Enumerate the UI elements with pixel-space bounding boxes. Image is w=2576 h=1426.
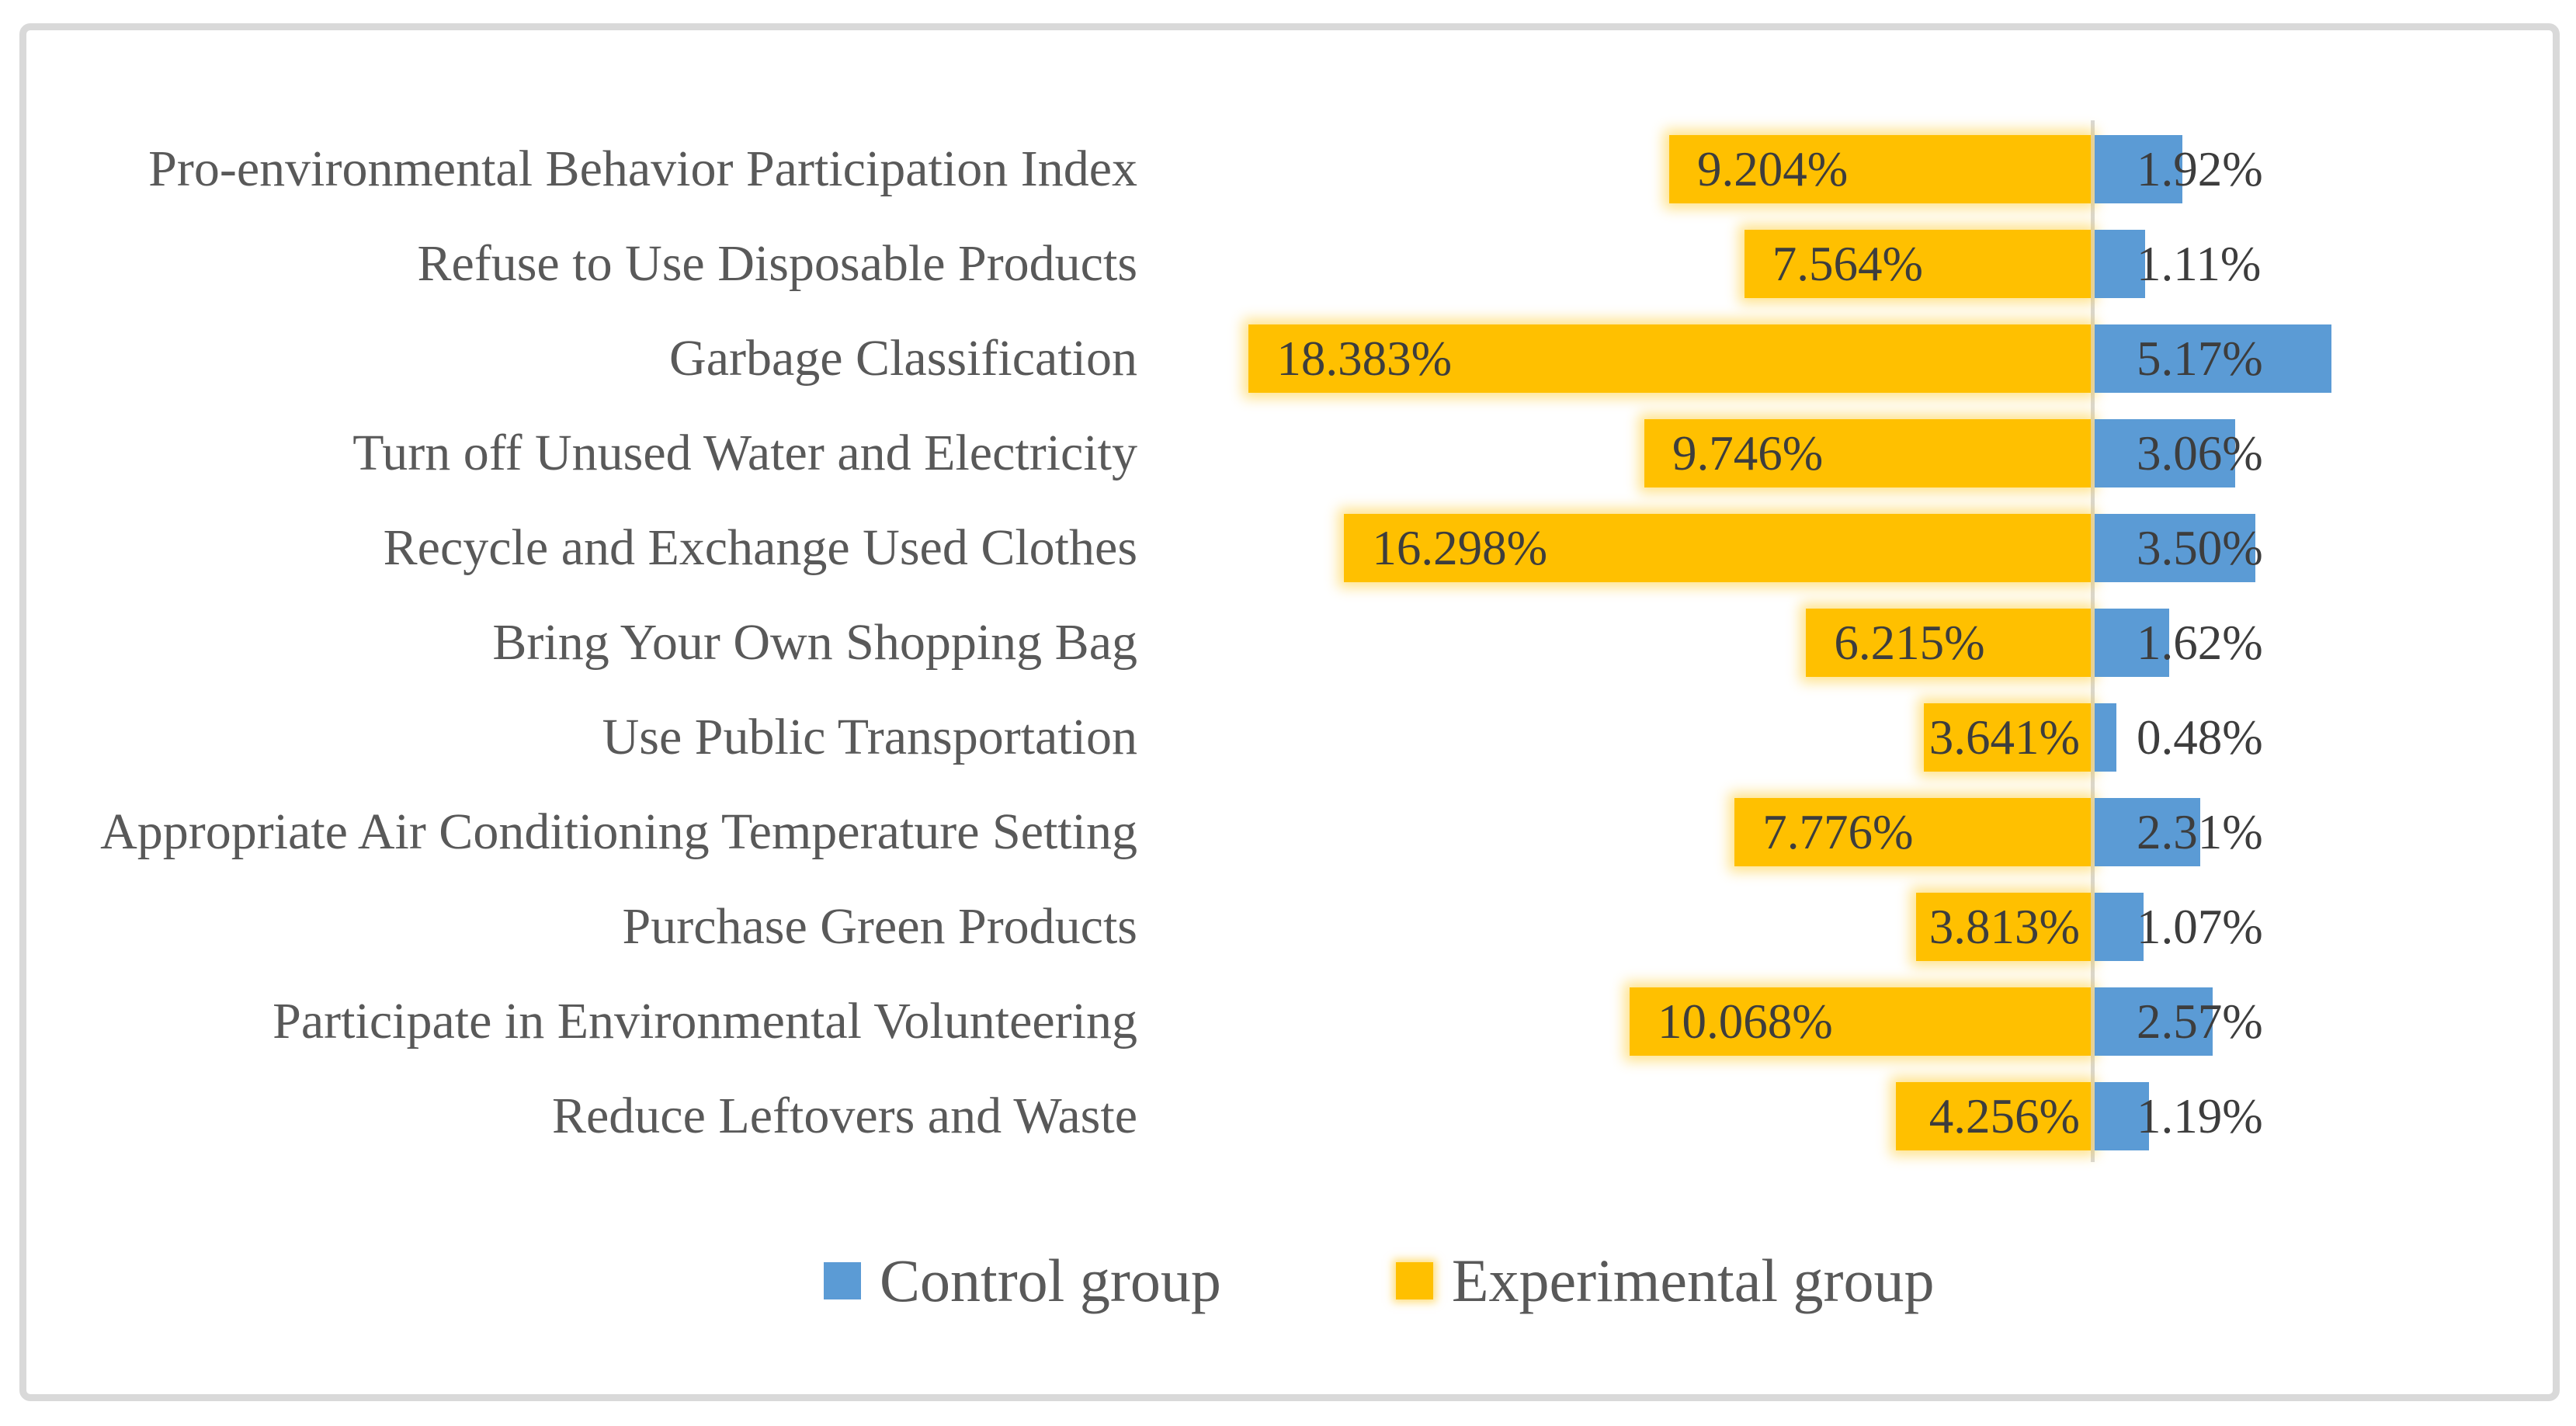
control-bar — [2095, 893, 2144, 961]
experimental-bar — [1895, 1082, 2091, 1150]
chart-row: Purchase Green Products 3.813% 1.07% — [0, 880, 2576, 974]
category-label: Pro-environmental Behavior Participation… — [148, 141, 1137, 197]
experimental-value-label: 6.215% — [1834, 615, 1985, 670]
control-bar — [2095, 230, 2146, 298]
experimental-group-swatch-icon — [1395, 1262, 1433, 1299]
control-value-label: 5.17% — [2137, 331, 2263, 386]
chart-row: Recycle and Exchange Used Clothes 16.298%… — [0, 501, 2576, 595]
legend: Control group Experimental group — [824, 1240, 1934, 1321]
control-bar — [2095, 798, 2201, 866]
chart-row: Pro-environmental Behavior Participation… — [0, 122, 2576, 217]
chart-row: Turn off Unused Water and Electricity 9.7… — [0, 406, 2576, 501]
control-value-label: 2.57% — [2137, 994, 2263, 1049]
legend-label-experimental-group: Experimental group — [1451, 1247, 1935, 1314]
experimental-value-label: 3.813% — [1929, 899, 2080, 954]
experimental-value-label: 18.383% — [1276, 331, 1453, 386]
experimental-bar — [1734, 798, 2091, 866]
experimental-bar — [1344, 514, 2091, 582]
experimental-value-label: 7.776% — [1762, 804, 1914, 859]
experimental-value-label: 4.256% — [1929, 1088, 2080, 1143]
category-label: Participate in Environmental Volunteerin… — [273, 993, 1137, 1050]
experimental-bar — [1629, 987, 2091, 1056]
control-value-label: 1.19% — [2137, 1088, 2263, 1143]
legend-item-control-group: Control group — [824, 1246, 1221, 1316]
category-label: Use Public Transportation — [602, 709, 1137, 765]
control-bar — [2095, 514, 2255, 582]
chart-row: Appropriate Air Conditioning Temperature… — [0, 785, 2576, 880]
control-bar — [2095, 1082, 2150, 1150]
category-label: Appropriate Air Conditioning Temperature… — [100, 803, 1137, 860]
control-value-label: 0.48% — [2137, 710, 2263, 765]
category-label: Bring Your Own Shopping Bag — [492, 614, 1137, 671]
category-label: Turn off Unused Water and Electricity — [352, 425, 1137, 481]
control-value-label: 1.11% — [2137, 236, 2262, 291]
control-value-label: 1.62% — [2137, 615, 2263, 670]
control-value-label: 3.50% — [2137, 520, 2263, 575]
category-label: Recycle and Exchange Used Clothes — [383, 519, 1137, 576]
category-label: Refuse to Use Disposable Products — [417, 235, 1137, 292]
chart-row: Reduce Leftovers and Waste 4.256% 1.19% — [0, 1069, 2576, 1164]
experimental-value-label: 9.746% — [1672, 425, 1824, 481]
control-value-label: 1.92% — [2137, 141, 2263, 196]
experimental-value-label: 3.641% — [1929, 710, 2080, 765]
chart-row: Use Public Transportation 3.641% 0.48% — [0, 690, 2576, 785]
experimental-value-label: 16.298% — [1372, 520, 1548, 575]
experimental-value-label: 10.068% — [1657, 994, 1833, 1049]
chart-row: Participate in Environmental Volunteerin… — [0, 974, 2576, 1069]
experimental-bar — [1248, 324, 2091, 393]
control-group-swatch-icon — [824, 1262, 861, 1299]
legend-item-experimental-group: Experimental group — [1395, 1246, 1935, 1316]
control-bar — [2095, 987, 2213, 1056]
experimental-bar — [1668, 135, 2091, 203]
chart-row: Bring Your Own Shopping Bag 6.215% 1.62% — [0, 595, 2576, 690]
category-label: Garbage Classification — [669, 330, 1137, 387]
category-label: Purchase Green Products — [622, 898, 1137, 955]
control-value-label: 3.06% — [2137, 425, 2263, 481]
category-label: Reduce Leftovers and Waste — [551, 1088, 1137, 1144]
control-bar — [2095, 324, 2332, 393]
experimental-bar — [1806, 609, 2091, 677]
experimental-bar — [1924, 703, 2091, 772]
control-value-label: 2.31% — [2137, 804, 2263, 859]
experimental-bar — [1916, 893, 2091, 961]
chart-row: Garbage Classification 18.383% 5.17% — [0, 311, 2576, 406]
chart-row: Refuse to Use Disposable Products 7.564% 1… — [0, 217, 2576, 311]
control-bar — [2095, 609, 2169, 677]
control-value-label: 1.07% — [2137, 899, 2263, 954]
legend-label-control-group: Control group — [880, 1247, 1221, 1314]
experimental-bar — [1644, 419, 2091, 487]
experimental-bar — [1744, 230, 2091, 298]
control-bar — [2095, 135, 2183, 203]
experimental-value-label: 7.564% — [1772, 236, 1923, 291]
control-bar — [2095, 419, 2235, 487]
control-bar — [2095, 703, 2117, 772]
experimental-value-label: 9.204% — [1696, 141, 1849, 196]
zero-axis-line — [2091, 120, 2095, 1162]
